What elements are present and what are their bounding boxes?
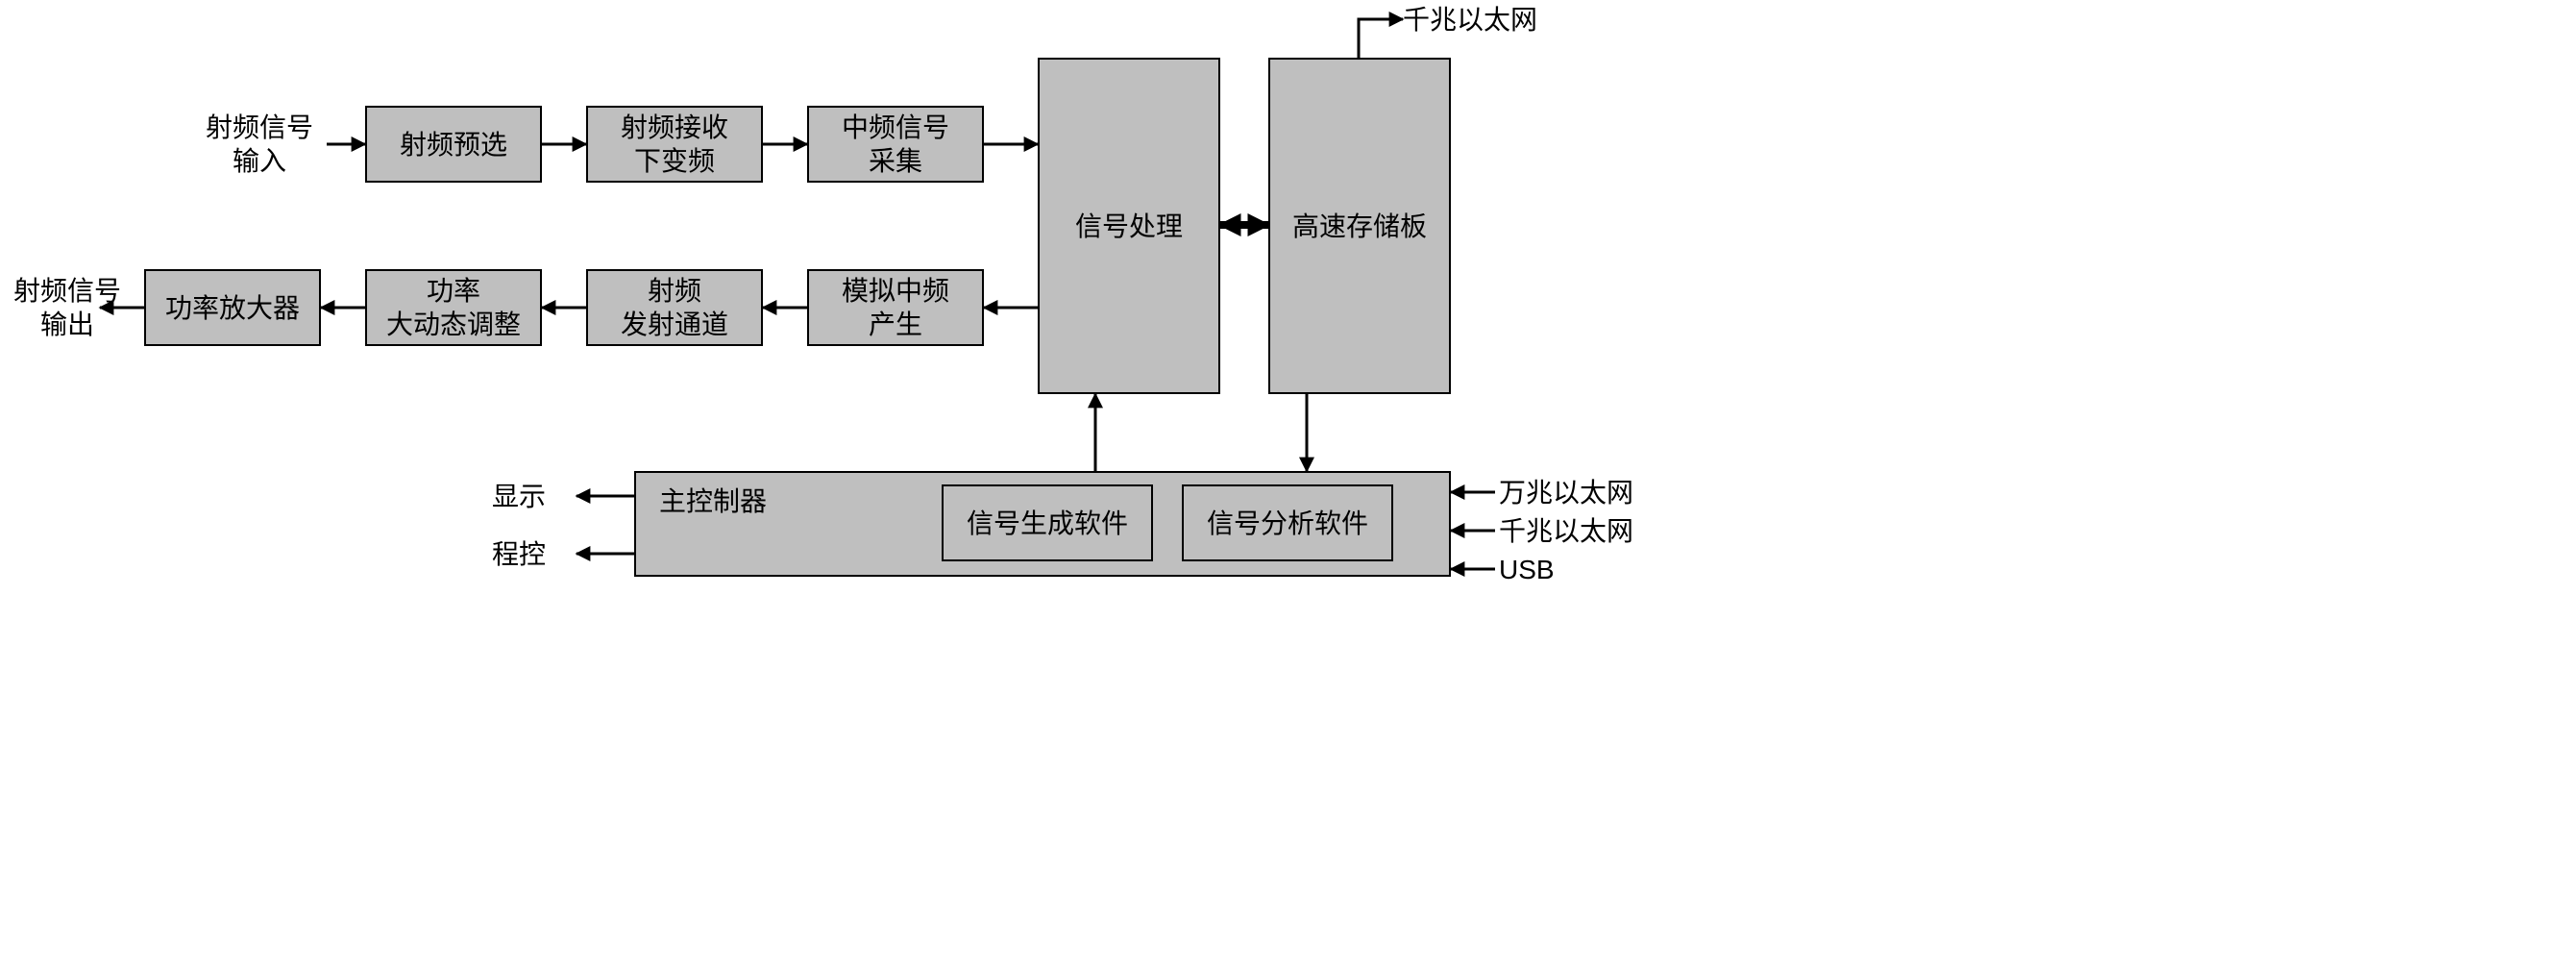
label-lbl_rf_in: 射频信号 输入 [192, 106, 327, 183]
node-rf_rx_downconv: 射频接收 下变频 [586, 106, 763, 183]
label-text: 千兆以太网 [1499, 514, 1633, 548]
label-text: 万兆以太网 [1499, 476, 1633, 509]
label-lbl_disp: 显示 [480, 477, 557, 515]
label-text: USB [1499, 553, 1555, 586]
node-rf_tx_ch: 射频 发射通道 [586, 269, 763, 346]
node-label: 中频信号 采集 [842, 111, 949, 178]
label-lbl_rf_out: 射频信号 输出 [0, 269, 135, 346]
node-sw_ana: 信号分析软件 [1182, 484, 1393, 561]
label-lbl_ge_bot: 千兆以太网 [1499, 511, 1672, 550]
node-label: 信号分析软件 [1207, 507, 1368, 540]
node-if_acq: 中频信号 采集 [807, 106, 984, 183]
node-label: 模拟中频 产生 [842, 274, 949, 341]
node-rf_preselect: 射频预选 [365, 106, 542, 183]
node-label: 主控制器 [659, 484, 767, 518]
node-sw_gen: 信号生成软件 [942, 484, 1153, 561]
node-label: 功率放大器 [165, 291, 300, 325]
node-label: 信号生成软件 [967, 507, 1128, 540]
node-analog_if_gen: 模拟中频 产生 [807, 269, 984, 346]
diagram-canvas: 射频预选 射频接收 下变频 中频信号 采集功率放大器 功率 大动态调整 射频 发射通道 模… [0, 0, 2575, 967]
label-text: 显示 [492, 480, 546, 513]
node-sig_proc: 信号处理 [1038, 58, 1220, 394]
label-lbl_ge_top: 千兆以太网 [1403, 0, 1576, 38]
label-lbl_10ge: 万兆以太网 [1499, 473, 1672, 511]
node-label: 信号处理 [1075, 210, 1183, 243]
node-label: 高速存储板 [1292, 210, 1427, 243]
node-label: 射频接收 下变频 [621, 111, 728, 178]
label-lbl_prog: 程控 [480, 534, 557, 573]
node-pwr_adj: 功率 大动态调整 [365, 269, 542, 346]
label-text: 程控 [492, 537, 546, 571]
node-hs_store: 高速存储板 [1268, 58, 1451, 394]
node-label: 射频预选 [400, 128, 507, 161]
node-label: 射频 发射通道 [621, 274, 728, 341]
label-text: 千兆以太网 [1403, 3, 1537, 37]
label-lbl_usb: USB [1499, 550, 1595, 588]
node-pa: 功率放大器 [144, 269, 321, 346]
label-text: 射频信号 输出 [13, 274, 121, 341]
label-text: 射频信号 输入 [206, 111, 313, 178]
node-label: 功率 大动态调整 [386, 274, 521, 341]
